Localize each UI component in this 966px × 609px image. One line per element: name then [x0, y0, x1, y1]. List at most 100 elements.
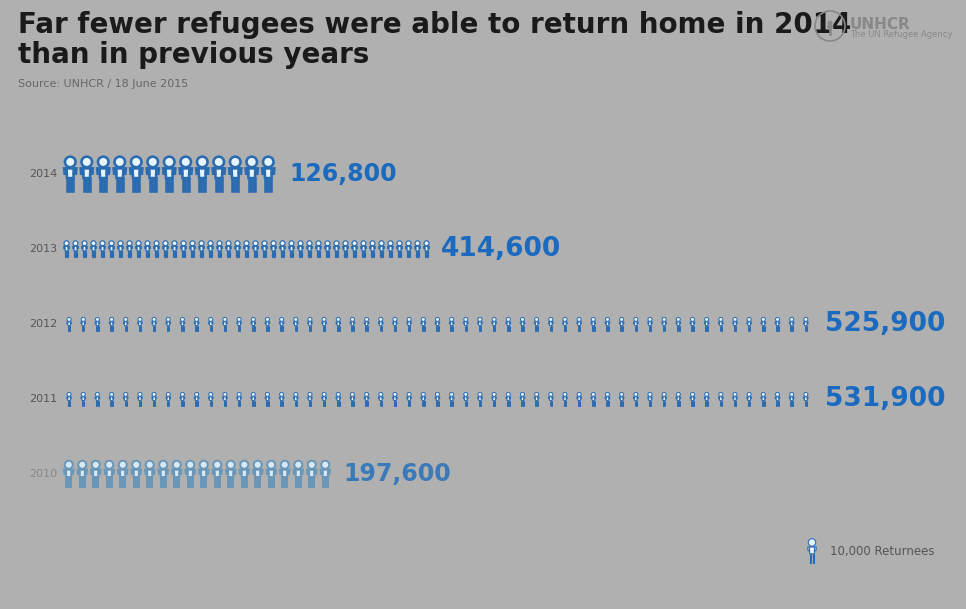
Polygon shape — [308, 322, 311, 326]
Polygon shape — [676, 322, 677, 324]
Polygon shape — [301, 470, 303, 474]
Polygon shape — [81, 397, 82, 399]
Polygon shape — [135, 247, 137, 249]
Polygon shape — [316, 247, 317, 249]
Circle shape — [415, 241, 420, 246]
Polygon shape — [217, 247, 221, 251]
Polygon shape — [468, 397, 469, 399]
Polygon shape — [166, 178, 168, 191]
Polygon shape — [103, 251, 104, 257]
Polygon shape — [775, 397, 776, 399]
Polygon shape — [262, 169, 265, 174]
Circle shape — [747, 392, 752, 396]
Circle shape — [449, 317, 454, 322]
Polygon shape — [172, 470, 174, 474]
Circle shape — [237, 392, 242, 396]
Circle shape — [761, 392, 765, 396]
Text: Far fewer refugees were able to return home in 2014: Far fewer refugees were able to return h… — [18, 11, 851, 39]
Polygon shape — [182, 247, 185, 251]
Circle shape — [118, 241, 123, 246]
Polygon shape — [808, 547, 810, 551]
Polygon shape — [362, 251, 363, 257]
Circle shape — [648, 392, 652, 396]
Polygon shape — [407, 397, 408, 399]
Circle shape — [223, 392, 227, 396]
Polygon shape — [201, 477, 203, 487]
Polygon shape — [263, 247, 267, 251]
Polygon shape — [269, 470, 274, 477]
Polygon shape — [93, 470, 99, 477]
Polygon shape — [133, 470, 139, 477]
Polygon shape — [162, 247, 164, 249]
Polygon shape — [65, 251, 66, 257]
Circle shape — [81, 392, 85, 396]
Polygon shape — [245, 477, 246, 487]
Polygon shape — [804, 322, 805, 324]
Polygon shape — [266, 397, 269, 401]
Polygon shape — [146, 251, 147, 257]
Polygon shape — [723, 322, 724, 324]
Circle shape — [379, 241, 384, 246]
Circle shape — [393, 317, 397, 322]
Polygon shape — [133, 178, 135, 191]
Polygon shape — [719, 322, 720, 324]
Polygon shape — [534, 397, 535, 399]
Polygon shape — [209, 251, 210, 257]
Polygon shape — [365, 247, 366, 249]
Circle shape — [235, 241, 240, 246]
Polygon shape — [140, 247, 141, 249]
Polygon shape — [392, 247, 393, 249]
Polygon shape — [180, 169, 183, 174]
Polygon shape — [648, 322, 651, 326]
Polygon shape — [173, 251, 174, 257]
Polygon shape — [259, 477, 260, 487]
Circle shape — [136, 241, 141, 246]
Polygon shape — [790, 397, 793, 401]
Polygon shape — [338, 247, 339, 249]
Polygon shape — [272, 477, 273, 487]
Polygon shape — [398, 247, 401, 251]
Polygon shape — [283, 322, 284, 324]
Circle shape — [733, 317, 737, 322]
Polygon shape — [439, 322, 440, 324]
Polygon shape — [229, 251, 230, 257]
Polygon shape — [605, 397, 606, 399]
Polygon shape — [146, 247, 150, 251]
Circle shape — [181, 157, 191, 167]
Circle shape — [789, 392, 794, 396]
Polygon shape — [230, 247, 232, 249]
Polygon shape — [808, 397, 809, 399]
Circle shape — [334, 241, 339, 246]
Polygon shape — [400, 251, 401, 257]
Polygon shape — [271, 169, 274, 174]
Polygon shape — [236, 247, 240, 251]
Polygon shape — [666, 322, 667, 324]
Circle shape — [351, 392, 355, 396]
Polygon shape — [307, 397, 308, 399]
Circle shape — [164, 157, 175, 167]
Circle shape — [253, 241, 258, 246]
Polygon shape — [205, 477, 206, 487]
Polygon shape — [793, 397, 794, 399]
Polygon shape — [248, 169, 255, 178]
Polygon shape — [279, 322, 280, 324]
Polygon shape — [360, 247, 362, 249]
Polygon shape — [193, 470, 195, 474]
Polygon shape — [492, 322, 493, 324]
Polygon shape — [419, 247, 420, 249]
Polygon shape — [153, 470, 155, 474]
Polygon shape — [340, 322, 341, 324]
Polygon shape — [311, 322, 312, 324]
Polygon shape — [81, 247, 83, 249]
Polygon shape — [449, 397, 450, 399]
Polygon shape — [606, 322, 609, 326]
Circle shape — [733, 392, 737, 396]
Polygon shape — [808, 322, 809, 324]
Polygon shape — [151, 477, 153, 487]
Circle shape — [719, 317, 723, 322]
Polygon shape — [265, 178, 268, 191]
Polygon shape — [99, 169, 107, 178]
Polygon shape — [112, 470, 114, 474]
Polygon shape — [128, 247, 131, 251]
Polygon shape — [194, 322, 195, 324]
